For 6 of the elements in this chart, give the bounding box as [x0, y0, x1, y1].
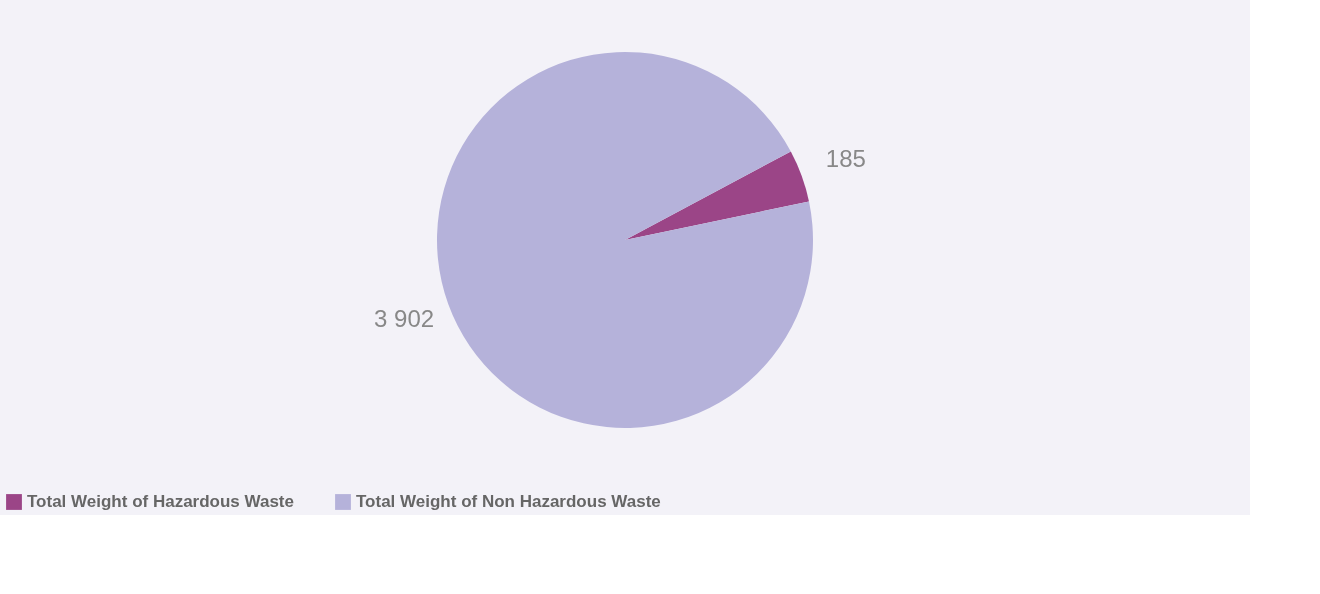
pie-slice: [625, 151, 810, 240]
legend-label: Total Weight of Non Hazardous Waste: [356, 492, 661, 511]
legend-label: Total Weight of Hazardous Waste: [27, 492, 294, 511]
data-label: 3 902: [374, 305, 435, 333]
pie-slice: [437, 52, 813, 428]
data-label: 185: [825, 144, 866, 172]
